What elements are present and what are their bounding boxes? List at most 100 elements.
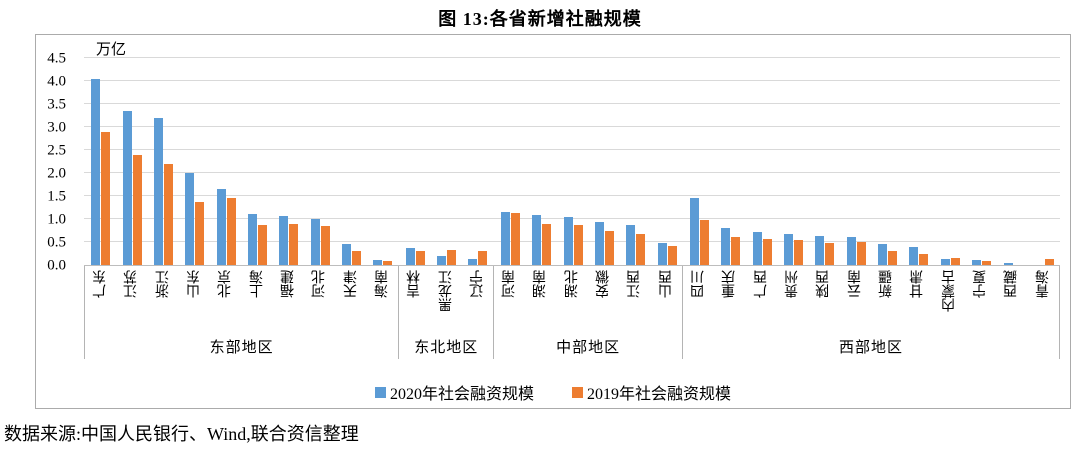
bar: [257, 225, 267, 265]
region-label: 东北地区: [414, 339, 479, 356]
bar-pair: [242, 59, 273, 265]
bar: [383, 261, 393, 265]
province-label-row: 河南 湖南 湖北 安徽 江西 山西: [494, 266, 682, 333]
legend-item: 2019年社会融资规模: [572, 380, 731, 404]
bar: [699, 220, 709, 265]
bar: [888, 251, 898, 265]
bar: [415, 251, 425, 265]
province-label-cell: 上海: [242, 270, 273, 333]
category-label: 安徽: [596, 270, 612, 298]
bar: [310, 219, 320, 265]
region-group: 广东 江苏 浙江 山东 北京 上海 福建 河北 天津 海南东部地区: [84, 266, 398, 359]
province-label-cell: 安徽: [588, 270, 619, 333]
category-label: 贵州: [785, 270, 801, 298]
gridline: [84, 172, 1060, 173]
bar: [752, 232, 762, 265]
province-label-cell: 天津: [336, 270, 367, 333]
bar: [689, 198, 699, 265]
bar: [667, 246, 677, 265]
y-tick-label: 3.0: [47, 119, 66, 136]
bar: [721, 228, 731, 265]
category-axis: 广东 江苏 浙江 山东 北京 上海 福建 河北 天津 海南 东部地区 吉林 黑龙江 辽宁 东北地区 河南 湖南湖…: [84, 266, 1060, 359]
bar-pair: [557, 59, 588, 265]
bar-pair: [367, 59, 398, 265]
province-label-cell: 江西: [620, 270, 651, 333]
region-group: 河南 湖南 湖北 安徽 江西 山西 中部地区: [493, 266, 682, 359]
province-label-cell: 浙江: [148, 270, 179, 333]
province-label-cell: 四川: [683, 270, 714, 333]
province-label-cell: 陕西: [808, 270, 839, 333]
bar: [405, 248, 415, 265]
category-label: 上海: [249, 270, 265, 298]
bars-row: [84, 59, 1060, 265]
category-label: 重庆: [722, 270, 738, 298]
province-label-cell: 甘肃: [902, 270, 933, 333]
data-source-note: 数据来源:中国人民银行、Wind,联合资信整理: [4, 424, 359, 444]
bar: [532, 215, 542, 265]
bar: [153, 118, 163, 265]
bar-pair: [336, 59, 367, 265]
bar-pair: [526, 59, 557, 265]
region-label: 西部地区: [839, 339, 904, 356]
category-label: 江苏: [124, 270, 140, 298]
province-label-cell: 湖北: [557, 270, 588, 333]
province-label-cell: 贵州: [777, 270, 808, 333]
province-label-row: 广东 江苏 浙江 山东 北京 上海 福建 河北 天津 海南: [85, 266, 398, 333]
province-label-cell: 西藏: [996, 270, 1027, 333]
region-label: 东部地区: [209, 339, 274, 356]
province-label-cell: 吉林: [399, 270, 430, 333]
bar: [542, 224, 552, 265]
gridline: [84, 57, 1060, 58]
bar-pair: [715, 59, 746, 265]
bar-pair: [620, 59, 651, 265]
bar-pair: [431, 59, 462, 265]
gridline: [84, 195, 1060, 196]
province-label-cell: 云南: [840, 270, 871, 333]
bar: [91, 79, 101, 265]
bar-pair: [85, 59, 116, 265]
province-label-cell: 宁夏: [965, 270, 996, 333]
bar: [216, 189, 226, 265]
bar: [373, 260, 383, 265]
gridline: [84, 126, 1060, 127]
province-label-cell: 海南: [367, 270, 398, 333]
province-label-cell: 黑龙江: [431, 270, 462, 333]
bar: [132, 155, 142, 265]
bar-pair: [809, 59, 840, 265]
bar-pair: [462, 59, 493, 265]
bar: [731, 237, 741, 265]
bar: [657, 243, 667, 265]
bar: [825, 243, 835, 265]
category-label: 四川: [691, 270, 707, 298]
legend-label: 2019年社会融资规模: [587, 386, 732, 403]
bar: [437, 256, 447, 265]
province-label-cell: 河南: [494, 270, 525, 333]
bar-pair: [903, 59, 934, 265]
bar-pair: [210, 59, 241, 265]
bar-pair: [305, 59, 336, 265]
bar: [762, 239, 772, 265]
bar: [1003, 263, 1013, 265]
category-label: 天津: [343, 270, 359, 298]
plot-area: [84, 57, 1060, 266]
y-axis-unit-label: 万亿: [96, 42, 127, 58]
province-label-cell: 福建: [273, 270, 304, 333]
bar: [163, 164, 173, 265]
bar: [856, 242, 866, 265]
bar: [247, 214, 257, 265]
plot-row: 4.5 4.0 3.5 3.0 2.5 2.0 1.5 1.0 0.5 0.0: [36, 51, 1060, 273]
bar-pair: [935, 59, 966, 265]
bar: [982, 261, 992, 265]
category-label: 江西: [627, 270, 643, 298]
bar: [909, 247, 919, 265]
gridline: [84, 103, 1060, 104]
bar: [940, 259, 950, 265]
province-label-cell: 重庆: [714, 270, 745, 333]
bar-pair: [778, 59, 809, 265]
bar-pair: [179, 59, 210, 265]
y-tick-label: 1.5: [47, 188, 66, 205]
bar: [122, 111, 132, 265]
category-label: 西藏: [1004, 270, 1020, 298]
category-label: 青海: [1035, 270, 1051, 298]
category-label: 山西: [658, 270, 674, 298]
